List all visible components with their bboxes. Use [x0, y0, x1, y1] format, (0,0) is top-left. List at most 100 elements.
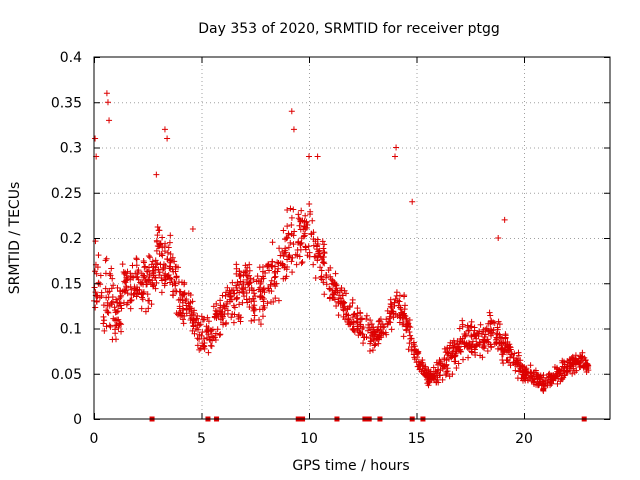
- data-point: [240, 280, 247, 287]
- data-point: [386, 313, 393, 320]
- data-point: [356, 329, 363, 336]
- data-point: [97, 272, 104, 279]
- data-point: [176, 303, 183, 310]
- data-point: [583, 368, 590, 375]
- data-point: [414, 349, 421, 356]
- y-tick-label: 0.15: [51, 276, 82, 292]
- data-point: [243, 296, 250, 303]
- data-point: [216, 331, 223, 338]
- data-point: [122, 279, 129, 286]
- data-point: [112, 326, 119, 333]
- data-point: [405, 320, 412, 327]
- data-point: [107, 272, 114, 279]
- data-point: [172, 263, 179, 270]
- data-point: [254, 273, 261, 280]
- data-point: [367, 317, 374, 324]
- data-point: [295, 211, 302, 218]
- data-point: [140, 290, 147, 297]
- data-point: [111, 304, 118, 311]
- x-tick-label: 20: [515, 431, 533, 447]
- data-point: [166, 279, 173, 286]
- data-point: [319, 238, 326, 245]
- data-point: [245, 281, 252, 288]
- data-point: [101, 327, 108, 334]
- data-point: [152, 274, 159, 281]
- data-point: [271, 274, 278, 281]
- data-point: [320, 254, 327, 261]
- data-point: [320, 245, 327, 252]
- data-point: [499, 356, 506, 363]
- data-point: [160, 261, 167, 268]
- data-point: [199, 340, 206, 347]
- data-point: [524, 376, 531, 383]
- data-point: [265, 261, 272, 268]
- data-point: [341, 299, 348, 306]
- data-point: [112, 307, 119, 314]
- data-point: [282, 245, 289, 252]
- data-point: [312, 275, 319, 282]
- y-tick-label: 0.3: [60, 141, 82, 157]
- data-point: [103, 294, 110, 301]
- data-point: [165, 244, 172, 251]
- data-point: [152, 257, 159, 264]
- data-point: [100, 320, 107, 327]
- data-point: [167, 232, 174, 239]
- data-point: [333, 282, 340, 289]
- data-point: [390, 314, 397, 321]
- data-point: [198, 332, 205, 339]
- data-point: [205, 326, 212, 333]
- data-point: [108, 285, 115, 292]
- data-point: [468, 323, 475, 330]
- data-point: [280, 252, 287, 259]
- data-point: [226, 287, 233, 294]
- data-point: [127, 305, 134, 312]
- data-point: [453, 347, 460, 354]
- data-point: [236, 301, 243, 308]
- data-point: [141, 264, 148, 271]
- data-point: [381, 323, 388, 330]
- data-point: [235, 313, 242, 320]
- data-point: [293, 261, 300, 268]
- data-point: [160, 264, 167, 271]
- data-point: [204, 314, 211, 321]
- data-point: [289, 254, 296, 261]
- data-point: [533, 371, 540, 378]
- data-point: [173, 310, 180, 317]
- data-point: [521, 374, 528, 381]
- data-point: [210, 334, 217, 341]
- data-point: [354, 310, 361, 317]
- data-point: [473, 340, 480, 347]
- data-point: [118, 328, 125, 335]
- data-point: [285, 244, 292, 251]
- data-point: [517, 365, 524, 372]
- data-point: [272, 295, 279, 302]
- chart-title: Day 353 of 2020, SRMTID for receiver ptg…: [198, 21, 500, 37]
- data-point: [469, 338, 476, 345]
- data-point: [200, 344, 207, 351]
- data-point: [516, 368, 523, 375]
- data-point: [259, 313, 266, 320]
- data-point: [283, 235, 290, 242]
- data-point: [270, 298, 277, 305]
- data-point: [155, 243, 162, 250]
- data-point: [302, 246, 309, 253]
- y-tick-label: 0.4: [60, 50, 82, 66]
- data-point: [224, 298, 231, 305]
- data-point: [290, 126, 297, 133]
- data-point: [495, 235, 502, 241]
- y-tick-label: 0.1: [60, 322, 82, 338]
- data-point: [102, 285, 109, 292]
- data-point: [503, 349, 510, 356]
- data-point: [384, 321, 391, 328]
- data-point: [536, 374, 543, 381]
- data-point: [230, 302, 237, 309]
- data-point: [577, 364, 584, 371]
- data-point: [288, 108, 295, 115]
- data-point: [431, 373, 438, 380]
- data-point: [360, 340, 367, 347]
- data-point: [460, 356, 467, 363]
- data-point: [159, 234, 166, 241]
- data-point: [144, 291, 151, 298]
- data-point: [396, 298, 403, 305]
- data-point: [132, 270, 139, 277]
